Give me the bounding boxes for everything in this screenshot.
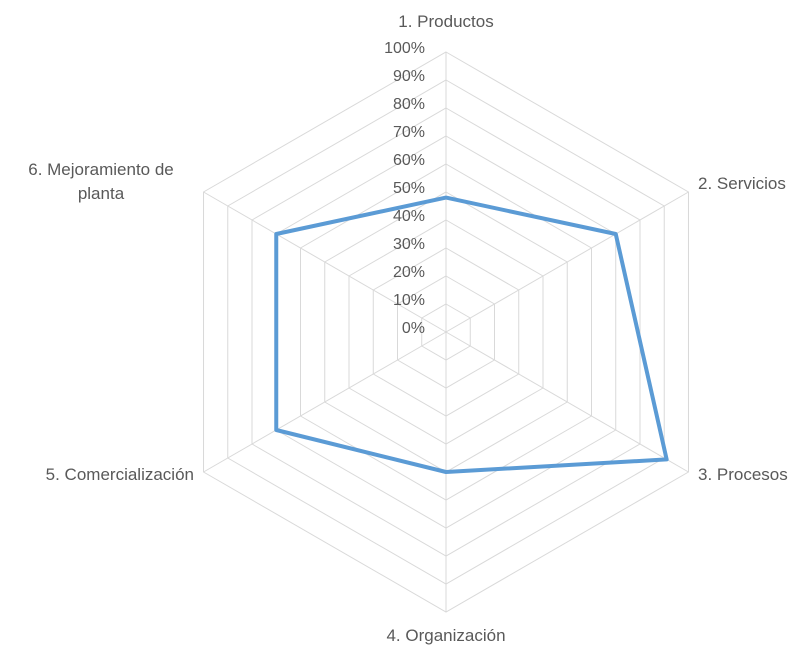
- data-line: [274, 195, 669, 474]
- category-label: 4. Organización: [386, 626, 506, 645]
- y-tick-label: 80%: [393, 96, 425, 113]
- y-tick-label: 90%: [393, 68, 425, 85]
- y-tick-label: 100%: [384, 40, 425, 57]
- category-label: 5. Comercialización: [45, 465, 194, 484]
- spoke: [203, 331, 447, 473]
- y-tick-label: 10%: [393, 292, 425, 309]
- category-label: 3. Procesos: [698, 465, 788, 484]
- y-tick-label: 50%: [393, 180, 425, 197]
- spoke: [203, 191, 447, 333]
- y-tick-label: 60%: [393, 152, 425, 169]
- y-tick-label: 0%: [402, 320, 425, 337]
- category-label: 1. Productos: [398, 12, 494, 31]
- category-label: 6. Mejoramiento de planta: [28, 160, 174, 203]
- category-label: 2. Servicios: [698, 174, 786, 193]
- y-tick-label: 30%: [393, 236, 425, 253]
- spoke: [445, 331, 689, 473]
- spoke: [445, 191, 689, 333]
- y-tick-label: 40%: [393, 208, 425, 225]
- y-tick-label: 20%: [393, 264, 425, 281]
- y-tick-label: 70%: [393, 124, 425, 141]
